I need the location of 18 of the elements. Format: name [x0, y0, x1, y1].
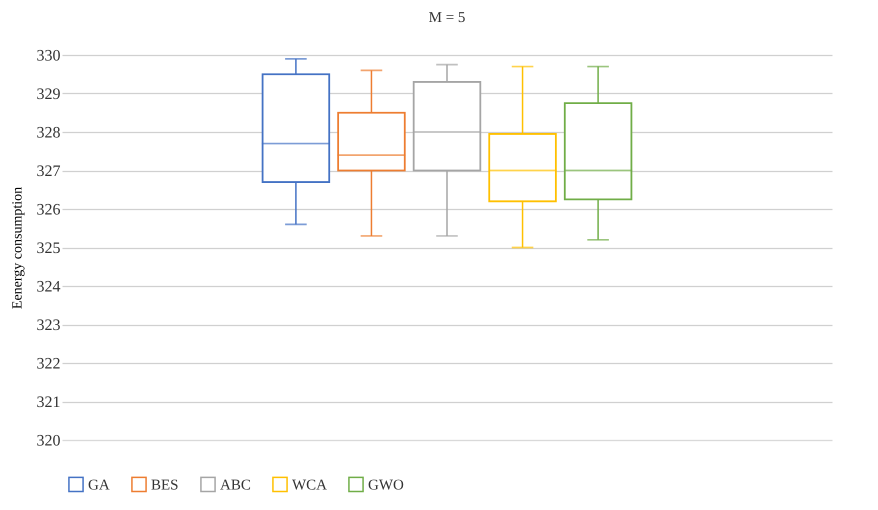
legend-label: ABC: [220, 477, 251, 494]
y-tick-label: 321: [36, 394, 60, 411]
y-tick-label: 322: [36, 356, 60, 372]
y-tick-label: 325: [36, 240, 60, 257]
legend-label: BES: [151, 477, 179, 494]
legend-label: WCA: [292, 477, 328, 494]
y-tick-label: 326: [36, 202, 60, 218]
y-tick-label: 327: [36, 163, 60, 180]
legend-label: GA: [88, 477, 110, 494]
y-axis-title: Eenergy consumption: [10, 186, 26, 310]
y-tick-label: 324: [36, 278, 60, 296]
y-tick-label: 330: [36, 48, 60, 64]
legend-label: GWO: [368, 477, 404, 494]
y-tick-label: 320: [36, 432, 60, 450]
y-tick-label: 329: [36, 86, 60, 103]
chart-title: M = 5: [428, 10, 466, 26]
y-tick-label: 323: [36, 317, 60, 334]
y-tick-label: 328: [36, 124, 60, 142]
